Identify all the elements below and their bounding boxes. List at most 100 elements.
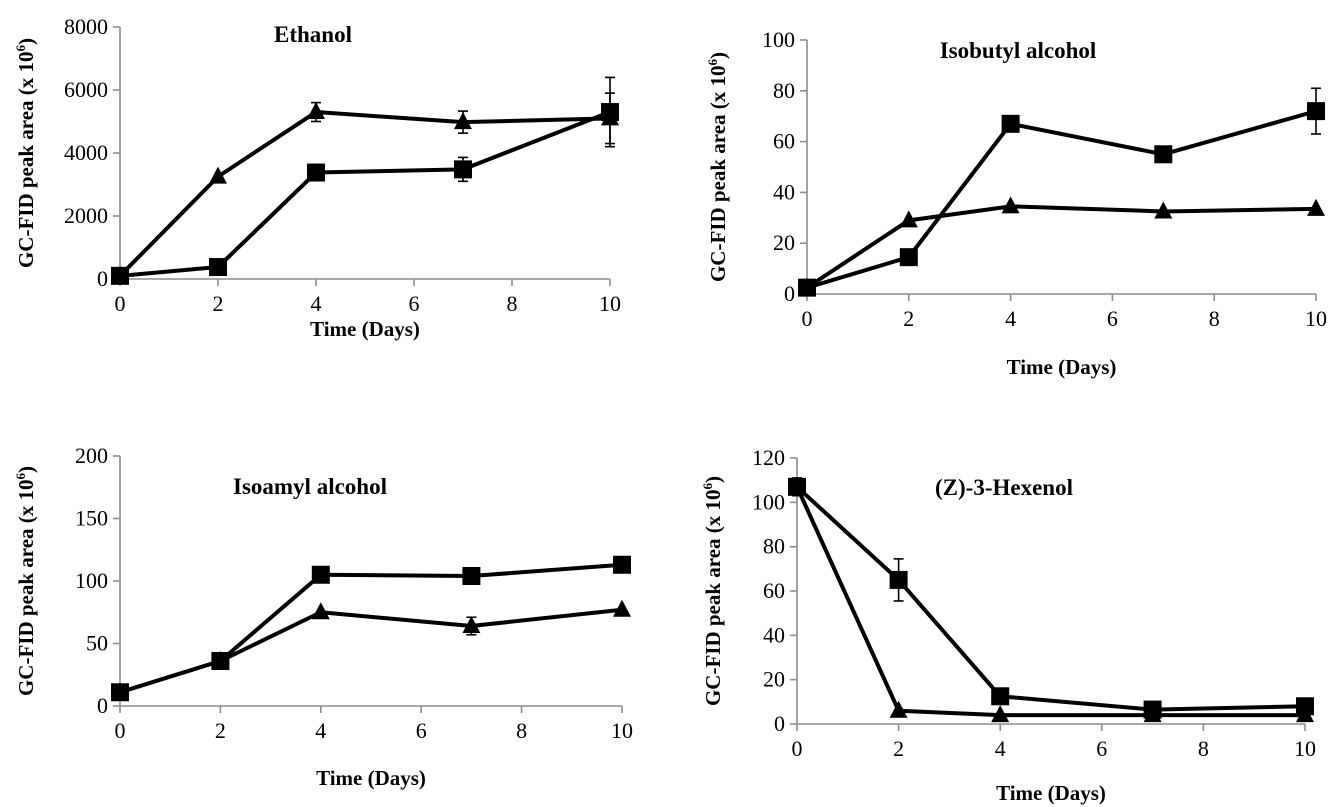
data-point-square bbox=[1307, 102, 1325, 121]
y-tick-label: 2000 bbox=[64, 203, 108, 228]
y-axis-label-text: GC-FID peak area (x 10 bbox=[14, 479, 38, 696]
x-tick-label: 8 bbox=[507, 291, 518, 316]
data-point-square bbox=[454, 160, 472, 179]
y-tick-label: 50 bbox=[86, 631, 108, 656]
y-tick-label: 150 bbox=[75, 506, 108, 531]
y-tick-label: 100 bbox=[762, 27, 795, 52]
x-tick-label: 10 bbox=[599, 291, 621, 316]
data-point-triangle bbox=[1307, 198, 1325, 216]
series-square bbox=[788, 477, 1314, 719]
series-line-triangle bbox=[119, 607, 623, 695]
y-tick-label: 80 bbox=[773, 78, 795, 103]
x-tick-label: 10 bbox=[1294, 736, 1316, 761]
series-triangle bbox=[798, 196, 1325, 295]
data-point-triangle bbox=[1154, 201, 1173, 219]
series-line-square bbox=[119, 562, 623, 695]
data-point-triangle bbox=[613, 599, 631, 617]
x-tick-label: 2 bbox=[213, 291, 224, 316]
chart-title: (Z)-3-Hexenol bbox=[935, 475, 1073, 500]
data-point-triangle bbox=[307, 102, 325, 120]
data-point-square bbox=[613, 555, 631, 574]
y-tick-label: 40 bbox=[773, 179, 795, 204]
x-tick-label: 6 bbox=[409, 291, 420, 316]
data-point-triangle bbox=[454, 112, 472, 130]
series-square bbox=[111, 76, 619, 285]
y-axis-label-superscript: 6 bbox=[705, 58, 720, 65]
y-tick-label: 60 bbox=[763, 578, 785, 603]
x-tick-label: 0 bbox=[115, 291, 126, 316]
y-tick-label: 20 bbox=[773, 230, 795, 255]
chart-title: Isobutyl alcohol bbox=[940, 38, 1097, 63]
y-tick-label: 0 bbox=[784, 281, 795, 306]
data-point-square bbox=[1154, 145, 1173, 164]
data-point-triangle bbox=[462, 616, 481, 633]
y-axis-label: GC-FID peak area (x 106) bbox=[13, 466, 38, 696]
series-triangle bbox=[111, 92, 619, 283]
series-square bbox=[798, 87, 1325, 297]
data-point-square bbox=[601, 103, 619, 122]
x-axis-label: Time (Days) bbox=[1007, 355, 1117, 379]
y-tick-label: 60 bbox=[773, 129, 795, 154]
series-square bbox=[111, 555, 631, 702]
data-point-triangle bbox=[311, 602, 330, 620]
x-axis-label: Time (Days) bbox=[316, 766, 426, 790]
y-tick-label: 100 bbox=[752, 489, 785, 514]
data-point-triangle bbox=[899, 210, 918, 228]
y-axis-label-close: ) bbox=[14, 466, 38, 473]
y-tick-label: 20 bbox=[763, 667, 785, 692]
data-point-triangle bbox=[1001, 196, 1020, 214]
data-point-triangle bbox=[889, 700, 908, 718]
y-axis-label-text: GC-FID peak area (x 10 bbox=[701, 489, 725, 706]
y-axis-label-superscript: 6 bbox=[13, 472, 28, 479]
y-tick-label: 4000 bbox=[64, 140, 108, 165]
y-axis-label: GC-FID peak area (x 106) bbox=[700, 476, 725, 706]
x-tick-label: 6 bbox=[1107, 306, 1118, 331]
data-point-square bbox=[889, 570, 908, 589]
y-tick-label: 0 bbox=[97, 266, 108, 291]
series-line-triangle bbox=[795, 485, 1305, 718]
x-tick-label: 8 bbox=[1209, 306, 1220, 331]
x-tick-label: 2 bbox=[215, 718, 226, 743]
data-point-square bbox=[899, 248, 918, 267]
x-tick-label: 4 bbox=[995, 736, 1006, 761]
chart-panel-3: 0 50 100 150 200 0 2 4 6 8 10 Isoamyl alcohol Time (… bbox=[13, 443, 633, 790]
y-axis-label-close: ) bbox=[701, 476, 725, 483]
data-point-square bbox=[307, 163, 325, 182]
data-point-square bbox=[1001, 114, 1020, 133]
y-axis-label-text: GC-FID peak area (x 10 bbox=[706, 65, 730, 282]
y-axis-label-text: GC-FID peak area (x 10 bbox=[14, 51, 38, 268]
x-tick-label: 8 bbox=[1198, 736, 1209, 761]
y-tick-label: 40 bbox=[763, 622, 785, 647]
data-point-square bbox=[111, 266, 129, 285]
y-tick-label: 100 bbox=[75, 568, 108, 593]
x-tick-label: 4 bbox=[311, 291, 322, 316]
x-axis-label: Time (Days) bbox=[310, 317, 420, 341]
series-line-square bbox=[795, 485, 1306, 712]
data-point-triangle bbox=[209, 166, 227, 184]
series-line-triangle bbox=[805, 204, 1317, 290]
x-tick-label: 0 bbox=[792, 736, 803, 761]
data-point-square bbox=[798, 278, 816, 297]
data-point-square bbox=[111, 683, 129, 702]
x-tick-label: 10 bbox=[1305, 306, 1327, 331]
y-axis-label: GC-FID peak area (x 106) bbox=[13, 38, 38, 268]
y-tick-label: 200 bbox=[75, 443, 108, 468]
y-axis-label-superscript: 6 bbox=[700, 482, 715, 489]
series-triangle bbox=[111, 599, 631, 700]
y-tick-label: 0 bbox=[97, 693, 108, 718]
y-tick-label: 6000 bbox=[64, 77, 108, 102]
chart-title: Ethanol bbox=[274, 22, 352, 47]
x-tick-label: 2 bbox=[893, 736, 904, 761]
x-tick-label: 4 bbox=[315, 718, 326, 743]
chart-panel-1: 0 2000 4000 6000 8000 0 2 4 6 8 10 Ethanol Time (Day… bbox=[13, 14, 621, 341]
chart-title: Isoamyl alcohol bbox=[233, 474, 387, 499]
x-tick-label: 0 bbox=[802, 306, 813, 331]
x-tick-label: 2 bbox=[903, 306, 914, 331]
x-tick-label: 8 bbox=[516, 718, 527, 743]
data-point-square bbox=[1143, 700, 1162, 719]
series-triangle bbox=[788, 476, 1314, 723]
data-point-square bbox=[209, 258, 227, 277]
x-axis-label: Time (Days) bbox=[996, 781, 1106, 805]
y-axis-label-close: ) bbox=[706, 52, 730, 59]
series-line-square bbox=[119, 110, 611, 278]
